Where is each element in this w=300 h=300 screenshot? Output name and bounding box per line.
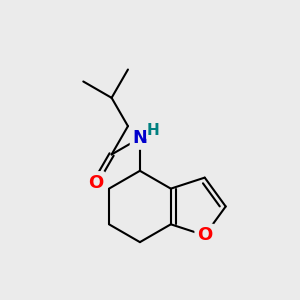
Text: O: O: [88, 174, 103, 192]
Text: N: N: [132, 129, 147, 147]
Text: O: O: [197, 226, 212, 244]
Text: H: H: [147, 123, 160, 138]
